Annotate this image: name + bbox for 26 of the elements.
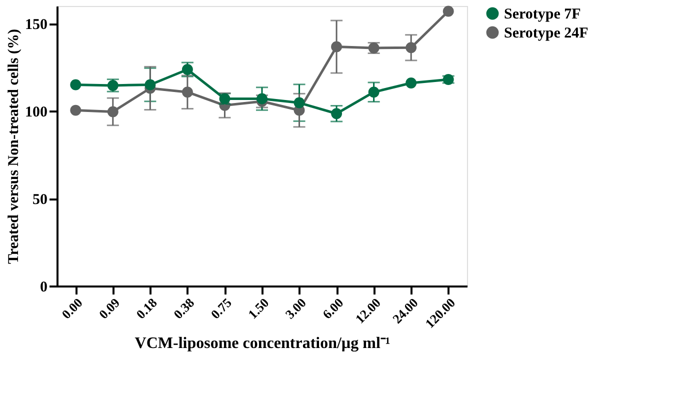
point (368, 86, 380, 98)
x-tick-label: 1.50 (245, 295, 272, 322)
legend-label: Serotype 24F (504, 26, 588, 42)
point (70, 104, 82, 116)
x-tick-label: 0.75 (208, 294, 235, 322)
point (144, 79, 156, 90)
point (256, 93, 268, 104)
x-tick-label: 6.00 (320, 295, 346, 322)
point (442, 6, 454, 17)
y-tick-label: 150 (25, 17, 48, 33)
x-tick-label: 0.00 (58, 295, 86, 322)
point (294, 97, 305, 108)
point (182, 64, 193, 75)
point (406, 78, 417, 88)
x-axis-title: VCM-liposome concentration/µg ml⁻¹ (134, 334, 390, 352)
x-tick-label: 3.00 (282, 295, 309, 322)
legend-label: Serotype 7F (504, 6, 581, 22)
y-tick-label: 0 (40, 280, 48, 296)
point (70, 79, 82, 90)
x-tick-label: 0.38 (170, 294, 198, 322)
y-tick-label: 100 (25, 104, 48, 120)
y-tick-label: 50 (32, 192, 48, 208)
x-tick-label: 0.18 (133, 294, 160, 322)
y-axis-title: Treated versus Non-treated cells (%) (6, 29, 22, 264)
point (331, 108, 342, 120)
x-tick-label: 0.09 (96, 294, 123, 322)
